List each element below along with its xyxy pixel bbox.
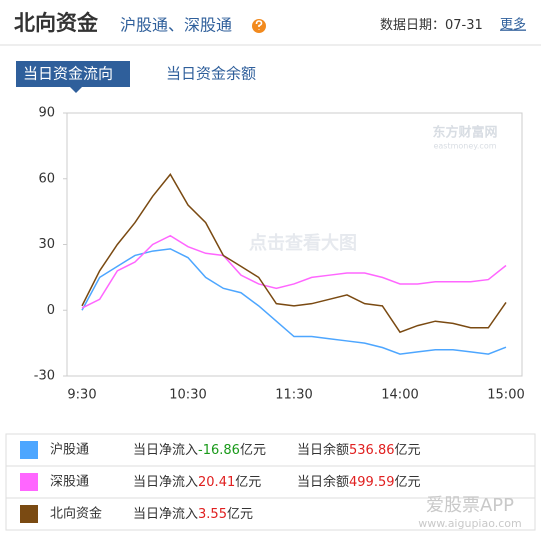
footer-url: www.aigupiao.com	[418, 517, 522, 530]
x-tick-label: 15:00	[487, 388, 524, 403]
y-tick-label: 90	[38, 106, 55, 121]
label: 当日净流入	[133, 475, 198, 490]
unit: 亿元	[235, 475, 261, 490]
x-tick-label: 9:30	[67, 388, 96, 403]
inflow-value: 20.41	[198, 475, 235, 490]
legend-swatch	[20, 441, 38, 459]
series-line	[81, 173, 507, 334]
label: 当日余额	[297, 442, 349, 458]
unit: 亿元	[227, 507, 253, 522]
logo-watermark: 东方财富网	[432, 125, 497, 141]
balance: 当日余额536.86亿元	[297, 442, 421, 458]
y-tick-label: 60	[38, 171, 55, 186]
series-line	[81, 234, 507, 309]
unit: 亿元	[395, 443, 421, 458]
tab-pointer	[70, 87, 82, 93]
legend-swatch	[20, 473, 38, 491]
x-tick-label: 11:30	[275, 388, 312, 403]
y-tick-label: 30	[38, 237, 55, 252]
legend-table	[5, 433, 536, 531]
balance: 当日余额499.59亿元	[297, 474, 421, 490]
label: 当日净流入	[133, 507, 198, 522]
unit: 亿元	[395, 475, 421, 490]
date-label: 数据日期：07-31	[380, 18, 483, 33]
net-inflow: 当日净流入3.55亿元	[133, 507, 253, 522]
watermark: 点击查看大图	[249, 232, 357, 254]
help-icon[interactable]	[252, 19, 266, 33]
logo-watermark: eastmoney.com	[433, 142, 496, 151]
x-tick-label: 10:30	[169, 388, 206, 403]
active-tab[interactable]	[16, 61, 130, 87]
x-tick-label: 14:00	[381, 388, 418, 403]
legend-name: 深股通	[50, 475, 89, 490]
net-inflow: 当日净流入20.41亿元	[133, 475, 261, 490]
balance-value: 536.86	[349, 443, 395, 458]
tab-label[interactable]: 当日资金流向	[23, 65, 113, 83]
y-tick-label: -30	[34, 369, 55, 384]
legend-swatch	[20, 505, 38, 523]
tab-label[interactable]: 当日资金余额	[166, 65, 256, 83]
more-link[interactable]: 更多	[500, 17, 526, 33]
subtitle: 沪股通、深股通	[120, 16, 232, 35]
series-line	[81, 248, 507, 355]
label: 当日净流入	[133, 443, 198, 458]
balance-value: 499.59	[349, 475, 395, 490]
footer-brand: 爱股票APP	[426, 495, 514, 516]
y-tick-label: 0	[47, 303, 55, 318]
legend-name: 沪股通	[50, 442, 89, 458]
label: 当日余额	[297, 474, 349, 490]
title: 北向资金	[14, 11, 99, 35]
inflow-value: -16.86	[198, 443, 240, 458]
unit: 亿元	[240, 443, 266, 458]
net-inflow: 当日净流入-16.86亿元	[133, 443, 266, 458]
inflow-value: 3.55	[198, 507, 227, 522]
legend-name: 北向资金	[50, 506, 102, 522]
